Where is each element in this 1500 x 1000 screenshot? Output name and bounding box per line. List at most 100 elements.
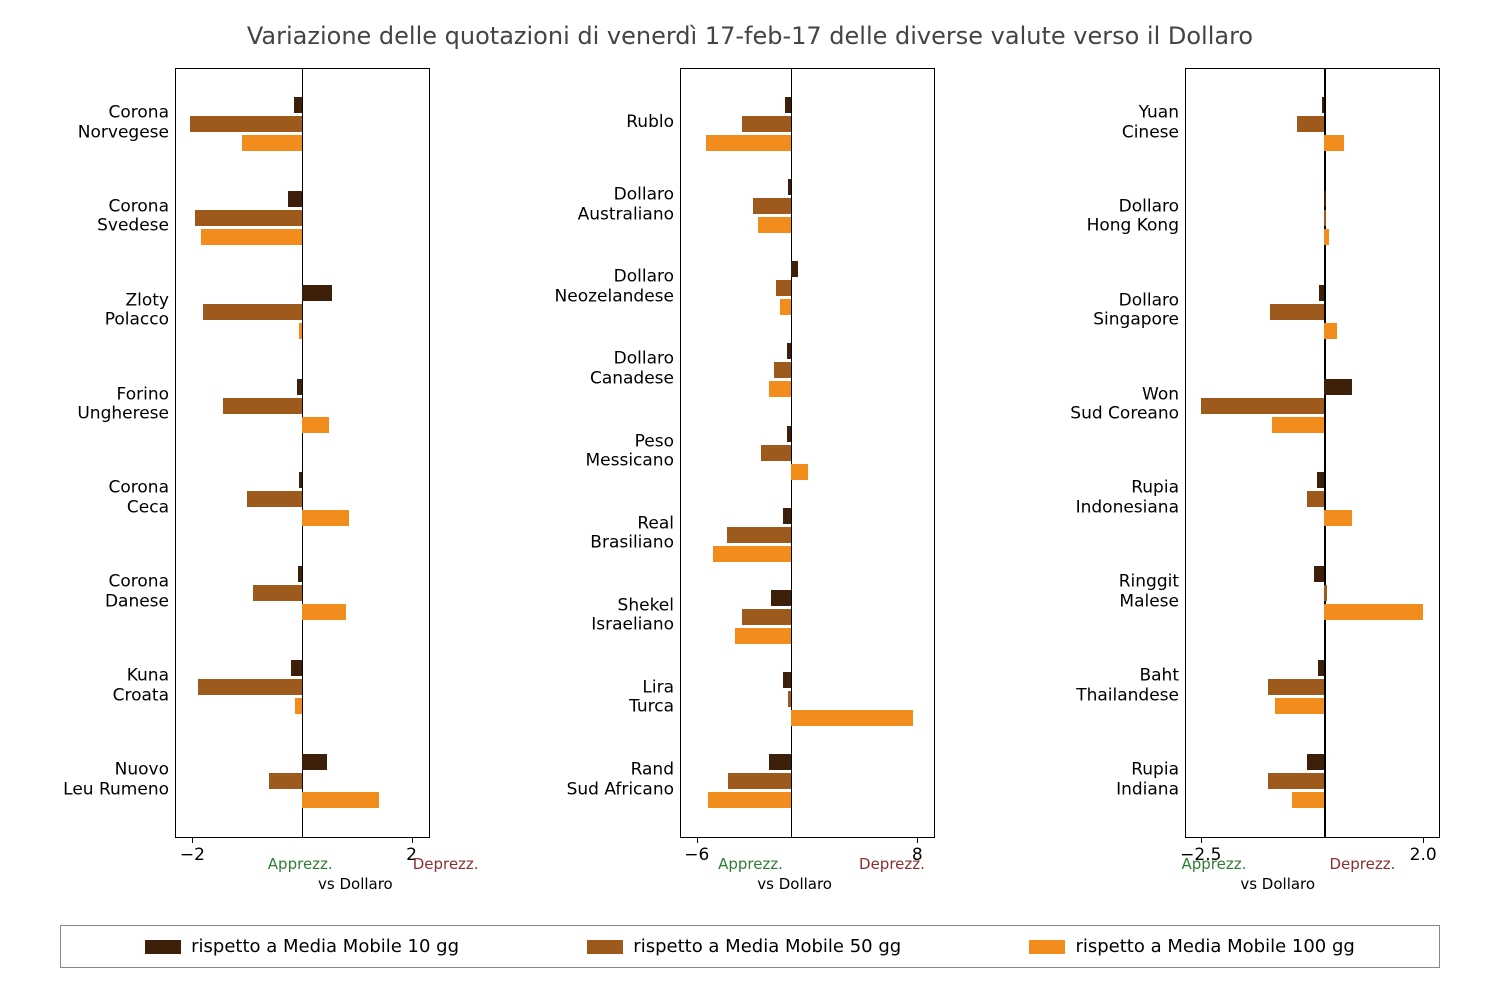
- category-label: Zloty Polacco: [105, 291, 169, 330]
- deprezz-label: Deprezz.: [413, 855, 479, 873]
- bar-mm100: [713, 546, 792, 562]
- bar-mm10: [294, 97, 302, 113]
- category-label: Rublo: [626, 113, 674, 133]
- vs-dollar-label: vs Dollaro: [1240, 875, 1315, 893]
- bar-mm100: [201, 229, 302, 245]
- bar-mm100: [1324, 229, 1329, 245]
- bar-mm50: [203, 304, 302, 320]
- xtick-label: −2: [180, 845, 205, 865]
- xtick-label: 2.0: [1410, 845, 1437, 865]
- deprezz-label: Deprezz.: [1329, 855, 1395, 873]
- category-label: Real Brasiliano: [590, 514, 674, 553]
- bar-mm10: [288, 191, 302, 207]
- category-label: Corona Norvegese: [78, 103, 169, 142]
- bar-mm100: [791, 464, 808, 480]
- bar-mm10: [791, 261, 798, 277]
- legend-item: rispetto a Media Mobile 10 gg: [145, 936, 459, 957]
- category-label: Dollaro Australiano: [578, 186, 674, 225]
- zero-line: [1324, 69, 1325, 837]
- bar-mm50: [269, 773, 302, 789]
- category-label: Dollaro Singapore: [1093, 291, 1179, 330]
- category-label: Dollaro Neozelandese: [555, 268, 674, 307]
- bar-mm100: [1292, 792, 1324, 808]
- panel-0: Corona Norvegese Corona Svedese Zloty Pola…: [0, 68, 430, 838]
- bar-mm100: [1324, 135, 1344, 151]
- category-label: Corona Danese: [105, 573, 169, 612]
- legend-label: rispetto a Media Mobile 100 gg: [1075, 936, 1354, 957]
- category-label: Corona Ceca: [109, 479, 169, 518]
- category-label: Forino Ungherese: [77, 385, 169, 424]
- xtick-label: −6: [684, 845, 709, 865]
- xtick: [412, 837, 413, 843]
- bar-mm100: [1272, 417, 1324, 433]
- category-label: Lira Turca: [629, 678, 674, 717]
- bar-mm10: [291, 660, 302, 676]
- bar-mm10: [302, 285, 332, 301]
- panel-1: Rublo Dollaro Australiano Dollaro Neozelan…: [505, 68, 935, 838]
- bar-mm100: [706, 135, 791, 151]
- xtick: [192, 837, 193, 843]
- bar-mm50: [1270, 304, 1324, 320]
- category-label: Dollaro Canadese: [590, 350, 674, 389]
- bar-mm50: [190, 116, 302, 132]
- bar-mm10: [783, 672, 791, 688]
- category-label: Baht Thailandese: [1076, 667, 1179, 706]
- xtick: [1201, 837, 1202, 843]
- bar-mm10: [1319, 285, 1324, 301]
- bar-mm50: [1268, 773, 1325, 789]
- category-label: Nuovo Leu Rumeno: [63, 760, 169, 799]
- category-label: Won Sud Coreano: [1070, 385, 1179, 424]
- panels-row: Corona Norvegese Corona Svedese Zloty Pola…: [0, 68, 1500, 838]
- category-label: Peso Messicano: [585, 432, 674, 471]
- bar-mm50: [253, 585, 302, 601]
- bar-mm100: [299, 323, 302, 339]
- bar-mm50: [1324, 585, 1326, 601]
- bar-mm100: [708, 792, 791, 808]
- legend-swatch: [587, 940, 623, 954]
- plot-area: −2.52.0: [1185, 68, 1440, 838]
- xtick: [917, 837, 918, 843]
- legend-item: rispetto a Media Mobile 100 gg: [1029, 936, 1354, 957]
- bar-mm10: [1324, 379, 1351, 395]
- bar-mm50: [198, 679, 302, 695]
- category-label: Corona Svedese: [97, 197, 169, 236]
- bar-mm50: [742, 116, 791, 132]
- bar-mm50: [1297, 116, 1324, 132]
- bar-mm100: [758, 217, 791, 233]
- bar-mm10: [769, 754, 791, 770]
- bar-mm10: [1314, 566, 1324, 582]
- bar-mm100: [1324, 604, 1423, 620]
- legend-swatch: [1029, 940, 1065, 954]
- ylabels: Yuan CineseDollaro Hong KongDollaro Sing…: [1010, 68, 1185, 838]
- bar-mm50: [1307, 491, 1324, 507]
- bar-mm50: [1324, 210, 1326, 226]
- bar-mm100: [1324, 510, 1351, 526]
- bar-mm50: [776, 280, 792, 296]
- bar-mm10: [1317, 472, 1324, 488]
- legend-item: rispetto a Media Mobile 50 gg: [587, 936, 901, 957]
- category-label: Rupia Indonesiana: [1076, 479, 1179, 518]
- apprezz-label: Apprezz.: [718, 855, 783, 873]
- zero-line: [302, 69, 303, 837]
- legend-label: rispetto a Media Mobile 10 gg: [191, 936, 459, 957]
- legend-label: rispetto a Media Mobile 50 gg: [633, 936, 901, 957]
- xtick: [1423, 837, 1424, 843]
- chart-title: Variazione delle quotazioni di venerdì 1…: [0, 22, 1500, 50]
- bar-mm100: [302, 792, 379, 808]
- bar-mm10: [787, 426, 792, 442]
- apprezz-label: Apprezz.: [1182, 855, 1247, 873]
- legend: rispetto a Media Mobile 10 gg rispetto a …: [60, 925, 1440, 968]
- category-label: Kuna Croata: [113, 667, 169, 706]
- deprezz-label: Deprezz.: [859, 855, 925, 873]
- bar-mm100: [302, 604, 346, 620]
- category-label: Shekel Israeliano: [591, 596, 674, 635]
- bar-mm50: [1201, 398, 1325, 414]
- bar-mm10: [1322, 97, 1324, 113]
- bar-mm10: [1307, 754, 1324, 770]
- bar-mm10: [297, 379, 302, 395]
- bar-mm10: [302, 754, 327, 770]
- bar-mm10: [1318, 660, 1324, 676]
- chart-container: Variazione delle quotazioni di venerdì 1…: [0, 0, 1500, 1000]
- xtick: [697, 837, 698, 843]
- plot-area: −22: [175, 68, 430, 838]
